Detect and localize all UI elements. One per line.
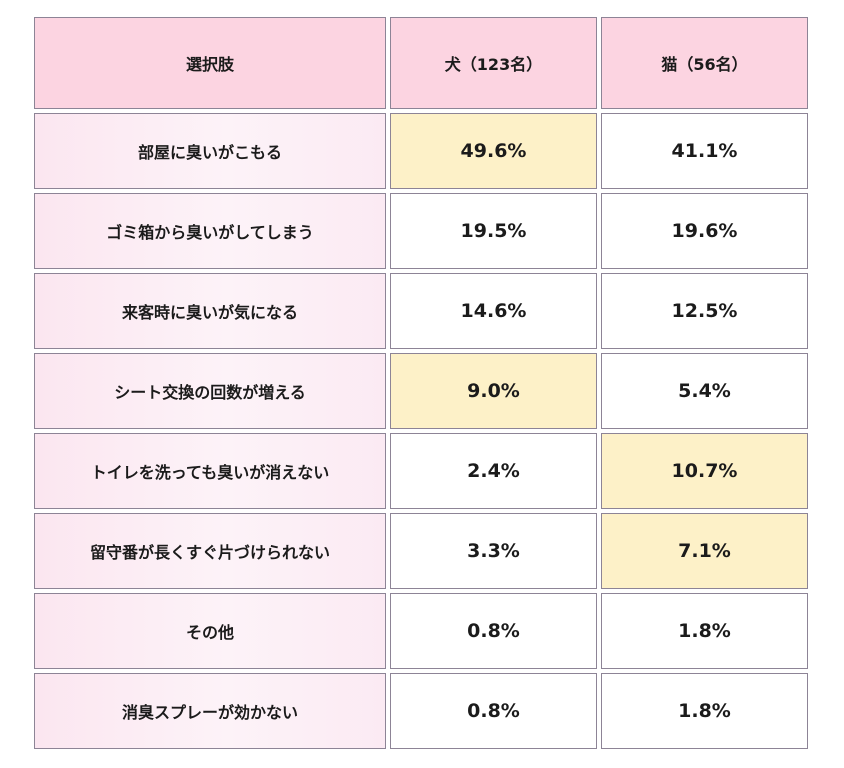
cat-value-cell: 19.6% bbox=[601, 193, 808, 269]
cat-value-cell: 10.7% bbox=[601, 433, 808, 509]
dog-value-cell-text: 3.3% bbox=[467, 540, 520, 562]
dog-value-cell-text: 0.8% bbox=[467, 620, 520, 642]
comparison-table: 選択肢 犬（123名） 猫（56名） 部屋に臭いがこもる 49.6% 41.1% ゴミ箱から… bbox=[34, 17, 810, 750]
row-label: 来客時に臭いが気になる bbox=[34, 273, 386, 349]
row-label: その他 bbox=[34, 593, 386, 669]
cat-value-cell: 41.1% bbox=[601, 113, 808, 189]
row-label-text: その他 bbox=[185, 623, 234, 642]
row-label-text: トイレを洗っても臭いが消えない bbox=[90, 463, 330, 482]
dog-value-cell: 2.4% bbox=[390, 433, 597, 509]
cat-value-cell: 7.1% bbox=[601, 513, 808, 589]
cat-value-cell-text: 10.7% bbox=[671, 460, 738, 482]
row-label-text: 消臭スプレーが効かない bbox=[121, 703, 298, 722]
dog-value-cell: 14.6% bbox=[390, 273, 597, 349]
header-cell-1-text: 犬（123名） bbox=[444, 55, 543, 74]
cat-value-cell-text: 7.1% bbox=[678, 540, 731, 562]
row-label-text: 留守番が長くすぐ片づけられない bbox=[89, 543, 330, 562]
row-label-text: 部屋に臭いがこもる bbox=[137, 143, 282, 162]
dog-value-cell-text: 49.6% bbox=[460, 140, 527, 162]
row-label: 消臭スプレーが効かない bbox=[34, 673, 386, 749]
row-label: 留守番が長くすぐ片づけられない bbox=[34, 513, 386, 589]
dog-value-cell: 0.8% bbox=[390, 673, 597, 749]
dog-value-cell-text: 14.6% bbox=[460, 300, 527, 322]
row-label-text: シート交換の回数が増える bbox=[114, 383, 306, 402]
header-cell-2-text: 猫（56名） bbox=[661, 55, 748, 74]
header-cell-0-text: 選択肢 bbox=[185, 55, 234, 74]
row-label: 部屋に臭いがこもる bbox=[34, 113, 386, 189]
cat-value-cell-text: 5.4% bbox=[678, 380, 731, 402]
cat-value-cell: 1.8% bbox=[601, 673, 808, 749]
dog-value-cell-text: 19.5% bbox=[460, 220, 527, 242]
dog-value-cell: 0.8% bbox=[390, 593, 597, 669]
dog-value-cell: 19.5% bbox=[390, 193, 597, 269]
row-label: シート交換の回数が増える bbox=[34, 353, 386, 429]
header-cell-0: 選択肢 bbox=[34, 17, 386, 109]
cat-value-cell-text: 1.8% bbox=[678, 700, 731, 722]
cat-value-cell-text: 1.8% bbox=[678, 620, 731, 642]
dog-value-cell-text: 9.0% bbox=[467, 380, 520, 402]
dog-value-cell-text: 0.8% bbox=[467, 700, 520, 722]
cat-value-cell: 12.5% bbox=[601, 273, 808, 349]
cat-value-cell: 1.8% bbox=[601, 593, 808, 669]
dog-value-cell-text: 2.4% bbox=[467, 460, 520, 482]
row-label: トイレを洗っても臭いが消えない bbox=[34, 433, 386, 509]
cat-value-cell-text: 19.6% bbox=[671, 220, 738, 242]
header-cell-1: 犬（123名） bbox=[390, 17, 597, 109]
dog-value-cell: 3.3% bbox=[390, 513, 597, 589]
dog-value-cell: 49.6% bbox=[390, 113, 597, 189]
row-label-text: 来客時に臭いが気になる bbox=[121, 303, 298, 322]
dog-value-cell: 9.0% bbox=[390, 353, 597, 429]
cat-value-cell-text: 12.5% bbox=[671, 300, 738, 322]
cat-value-cell: 5.4% bbox=[601, 353, 808, 429]
row-label-text: ゴミ箱から臭いがしてしまう bbox=[106, 223, 314, 242]
header-cell-2: 猫（56名） bbox=[601, 17, 808, 109]
cat-value-cell-text: 41.1% bbox=[671, 140, 738, 162]
row-label: ゴミ箱から臭いがしてしまう bbox=[34, 193, 386, 269]
